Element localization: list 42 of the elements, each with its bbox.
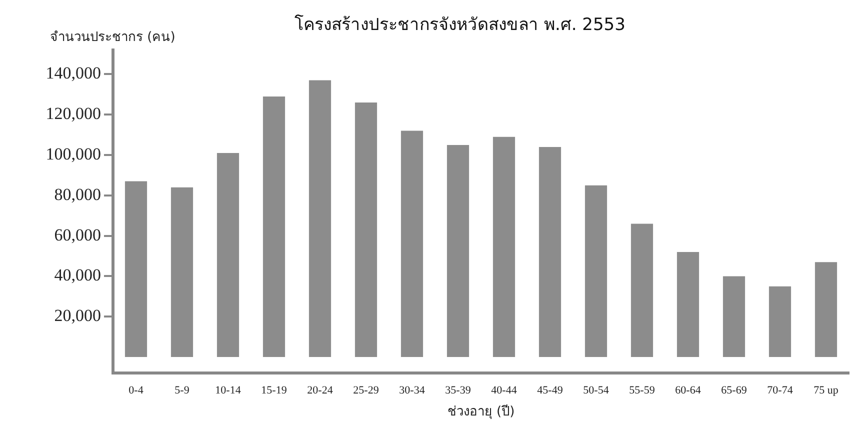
bar xyxy=(814,262,838,358)
y-tick-label: 140,000 xyxy=(46,64,101,83)
x-axis-title: ช่วงอายุ (ปี) xyxy=(447,404,515,420)
bar xyxy=(308,80,332,358)
x-tick-label: 10-14 xyxy=(215,384,242,397)
y-tick-label: 40,000 xyxy=(54,266,101,285)
bar xyxy=(676,252,700,358)
y-tick-label: 100,000 xyxy=(46,144,101,164)
x-tick-label: 0-4 xyxy=(128,384,144,397)
bar xyxy=(584,185,608,358)
bar xyxy=(538,146,562,358)
x-tick-label: 65-69 xyxy=(721,384,748,397)
x-tick-label: 15-19 xyxy=(261,384,288,397)
bar xyxy=(124,181,148,358)
x-tick-label: 75 up xyxy=(814,384,839,397)
bar xyxy=(262,96,286,358)
x-tick-label: 50-54 xyxy=(583,384,610,397)
bar xyxy=(170,187,194,358)
bar xyxy=(722,276,746,358)
x-tick-label: 35-39 xyxy=(445,384,472,397)
x-tick-label: 45-49 xyxy=(537,384,564,397)
y-tick-label: 20,000 xyxy=(54,306,101,326)
bar xyxy=(354,102,378,358)
x-tick-label: 5-9 xyxy=(174,384,190,397)
x-tick-label: 70-74 xyxy=(767,384,794,397)
x-tick-label: 30-34 xyxy=(399,384,426,397)
x-tick-label: 60-64 xyxy=(675,384,702,397)
y-axis-title: จำนวนประชากร (คน) xyxy=(50,29,176,47)
bar xyxy=(446,144,470,358)
bar xyxy=(400,130,424,358)
y-tick-label: 120,000 xyxy=(46,104,101,124)
bar xyxy=(492,136,516,358)
bar xyxy=(768,286,792,358)
y-tick-label: 60,000 xyxy=(54,225,101,244)
x-tick-label: 20-24 xyxy=(307,384,334,397)
y-tick-label: 80,000 xyxy=(54,184,101,204)
bar xyxy=(216,153,240,358)
bar xyxy=(630,224,654,358)
chart-title: โครงสร้างประชากรจังหวัดสงขลา พ.ศ. 2553 xyxy=(294,14,626,37)
x-tick-label: 25-29 xyxy=(353,384,380,397)
x-tick-label: 55-59 xyxy=(629,384,656,397)
x-tick-label: 40-44 xyxy=(491,384,518,397)
